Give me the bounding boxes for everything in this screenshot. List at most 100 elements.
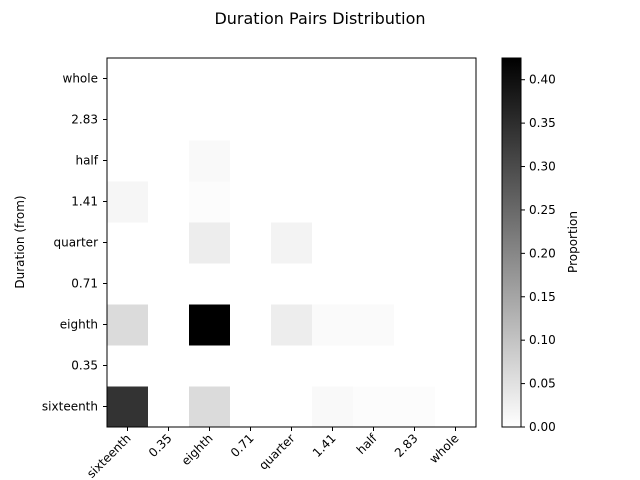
x-tick-label: 1.41: [310, 431, 339, 460]
x-tick-label: 0.71: [228, 431, 257, 460]
heatmap-cell: [353, 140, 395, 182]
heatmap-cell: [148, 181, 190, 223]
y-tick-label: quarter: [53, 236, 98, 250]
heatmap-cell: [435, 386, 477, 428]
heatmap-cell: [148, 345, 190, 387]
heatmap-cell: [271, 181, 313, 223]
y-tick-label: whole: [63, 72, 98, 86]
heatmap-cell: [230, 58, 272, 100]
heatmap-cell: [312, 345, 354, 387]
heatmap-cell: [107, 222, 149, 264]
heatmap-cell: [107, 304, 149, 346]
heatmap-cell: [230, 181, 272, 223]
heatmap-cell: [148, 58, 190, 100]
heatmap-cell: [435, 58, 477, 100]
heatmap-cell: [148, 140, 190, 182]
heatmap-cell: [353, 386, 395, 428]
heatmap-cell: [189, 181, 231, 223]
y-tick-label: half: [75, 154, 98, 168]
heatmap-cell: [435, 181, 477, 223]
x-tick-label: sixteenth: [84, 431, 134, 480]
heatmap-cell: [230, 99, 272, 141]
heatmap-cell: [230, 386, 272, 428]
heatmap-cell: [230, 140, 272, 182]
heatmap-cell: [353, 58, 395, 100]
x-tick-label: half: [354, 431, 380, 457]
heatmap-cell: [148, 386, 190, 428]
y-tick-label: 1.41: [71, 195, 98, 209]
heatmap-cell: [394, 263, 436, 305]
heatmap-cell: [312, 140, 354, 182]
colorbar-label: Proportion: [566, 211, 580, 273]
colorbar-tick-label: 0.15: [529, 290, 556, 304]
heatmap-cell: [230, 304, 272, 346]
colorbar-axis: 0.00 0.05 0.10 0.15 0.20 0.25 0.30 0.35 0.40: [521, 73, 556, 434]
heatmap-cell: [107, 99, 149, 141]
heatmap-cell: [394, 345, 436, 387]
heatmap-cell: [148, 263, 190, 305]
heatmap-cell: [148, 304, 190, 346]
heatmap-cell: [353, 345, 395, 387]
heatmap-cell: [271, 222, 313, 264]
heatmap-cell: [353, 263, 395, 305]
heatmap-cell: [107, 181, 149, 223]
heatmap-cell: [394, 222, 436, 264]
heatmap-cell: [271, 140, 313, 182]
y-tick-label: sixteenth: [42, 400, 98, 414]
y-tick-label: 0.71: [71, 277, 98, 291]
heatmap-cell: [189, 345, 231, 387]
heatmap-cell: [107, 263, 149, 305]
heatmap-cell: [107, 386, 149, 428]
heatmap-cell: [271, 58, 313, 100]
y-axis: sixteenth 0.35 eighth 0.71 quarter 1.41 half 2.…: [42, 72, 107, 414]
heatmap-cell: [312, 181, 354, 223]
heatmap-cell: [394, 99, 436, 141]
heatmap-cell: [189, 304, 231, 346]
colorbar-tick-label: 0.10: [529, 333, 556, 347]
heatmap-cell: [312, 386, 354, 428]
heatmap-cell: [312, 222, 354, 264]
chart-title: Duration Pairs Distribution: [214, 9, 425, 28]
colorbar-tick-label: 0.30: [529, 160, 556, 174]
y-tick-label: eighth: [60, 318, 98, 332]
heatmap-cell: [189, 58, 231, 100]
y-tick-label: 0.35: [71, 359, 98, 373]
colorbar-tick-label: 0.35: [529, 116, 556, 130]
heatmap-cell: [435, 263, 477, 305]
x-tick-label: 2.83: [392, 431, 421, 460]
heatmap-cell: [312, 304, 354, 346]
heatmap-cell: [435, 304, 477, 346]
colorbar-tick-label: 0.00: [529, 420, 556, 434]
heatmap-cell: [271, 304, 313, 346]
heatmap-cell: [271, 345, 313, 387]
heatmap-cell: [230, 263, 272, 305]
heatmap-cell: [394, 386, 436, 428]
heatmap-cell: [353, 99, 395, 141]
heatmap-cell: [394, 58, 436, 100]
heatmap-cell: [435, 345, 477, 387]
heatmap-cell: [312, 99, 354, 141]
colorbar: [501, 57, 522, 428]
heatmap-cell: [353, 304, 395, 346]
heatmap-cell: [435, 99, 477, 141]
heatmap-cell: [312, 58, 354, 100]
heatmap-cell: [189, 140, 231, 182]
heatmap-cell: [189, 386, 231, 428]
colorbar-tick-label: 0.20: [529, 246, 556, 260]
heatmap-cell: [435, 140, 477, 182]
heatmap-cell: [312, 263, 354, 305]
heatmap-cell: [435, 222, 477, 264]
colorbar-tick-label: 0.05: [529, 377, 556, 391]
heatmap-cell: [107, 58, 149, 100]
heatmap-cell: [189, 263, 231, 305]
heatmap-cell: [148, 99, 190, 141]
heatmap-cell: [394, 140, 436, 182]
x-tick-label: 0.35: [146, 431, 175, 460]
x-axis: sixteenth 0.35 eighth 0.71 quarter 1.41 half 2.…: [84, 427, 462, 480]
x-tick-label: eighth: [179, 431, 216, 468]
heatmap-cell: [394, 181, 436, 223]
heatmap-cell: [353, 222, 395, 264]
heatmap-cell: [189, 222, 231, 264]
heatmap-cell: [107, 140, 149, 182]
